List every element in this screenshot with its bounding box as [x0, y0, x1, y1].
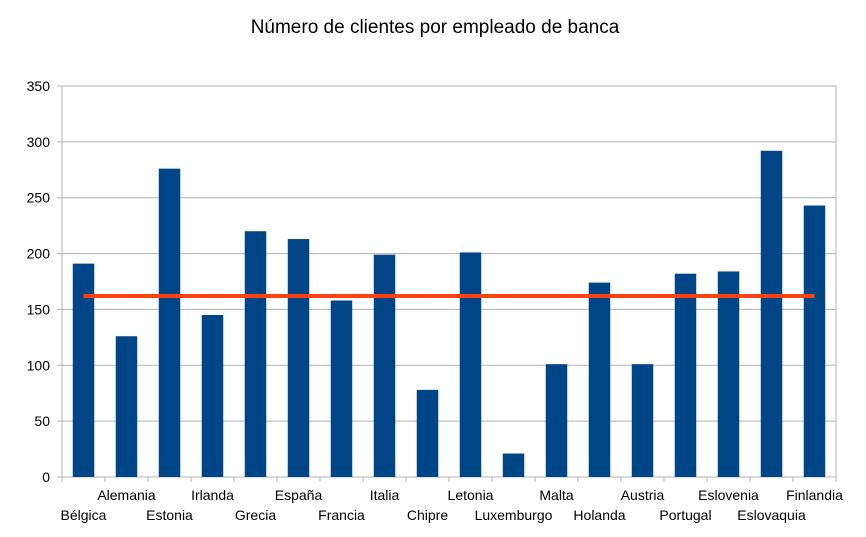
bar — [803, 205, 826, 477]
y-tick-label: 250 — [27, 190, 51, 206]
x-tick-label: Eslovaquia — [737, 507, 806, 523]
y-axis: 0 50 100 150 200 250 300 350 — [27, 78, 837, 485]
y-tick-label: 50 — [34, 413, 50, 429]
bar — [244, 231, 267, 477]
x-tick-label: Austria — [621, 487, 665, 503]
bar — [72, 263, 95, 477]
bar — [115, 336, 138, 477]
y-tick-label: 0 — [42, 469, 50, 485]
x-tick-label: Grecia — [235, 507, 276, 523]
gridlines — [62, 85, 836, 478]
y-tick-label: 200 — [27, 246, 51, 262]
x-tick-label: Luxemburgo — [475, 507, 553, 523]
bar — [158, 168, 181, 477]
x-tick-label: Eslovenia — [698, 487, 759, 503]
bar — [287, 239, 310, 477]
bar — [459, 252, 482, 477]
bar — [201, 315, 224, 477]
x-tick-label: Finlandia — [786, 487, 843, 503]
bar — [330, 300, 353, 477]
y-tick-label: 350 — [27, 78, 51, 94]
x-tick-label: Estonia — [146, 507, 193, 523]
bar — [760, 150, 783, 477]
y-tick-label: 100 — [27, 357, 51, 373]
bar — [545, 364, 568, 477]
x-tick-label: Francia — [318, 507, 365, 523]
y-tick-label: 300 — [27, 134, 51, 150]
bars — [72, 150, 826, 477]
bar — [373, 254, 396, 477]
bar — [502, 453, 525, 477]
x-tick-label: Holanda — [573, 507, 625, 523]
bar — [717, 271, 740, 477]
x-tick-label: Alemania — [97, 487, 156, 503]
x-tick-label: Letonia — [448, 487, 494, 503]
x-tick-label: Chipre — [407, 507, 448, 523]
x-tick-label: Portugal — [659, 507, 711, 523]
x-tick-label: Bélgica — [61, 507, 107, 523]
x-tick-label: España — [275, 487, 323, 503]
y-tick-label: 150 — [27, 301, 51, 317]
bar — [416, 389, 439, 477]
x-tick-label: Irlanda — [191, 487, 234, 503]
chart-title: Número de clientes por empleado de banca — [251, 17, 620, 38]
bar — [631, 364, 654, 477]
bar — [674, 273, 697, 477]
x-tick-label: Italia — [370, 487, 400, 503]
bar — [588, 282, 611, 477]
x-tick-label: Malta — [539, 487, 573, 503]
